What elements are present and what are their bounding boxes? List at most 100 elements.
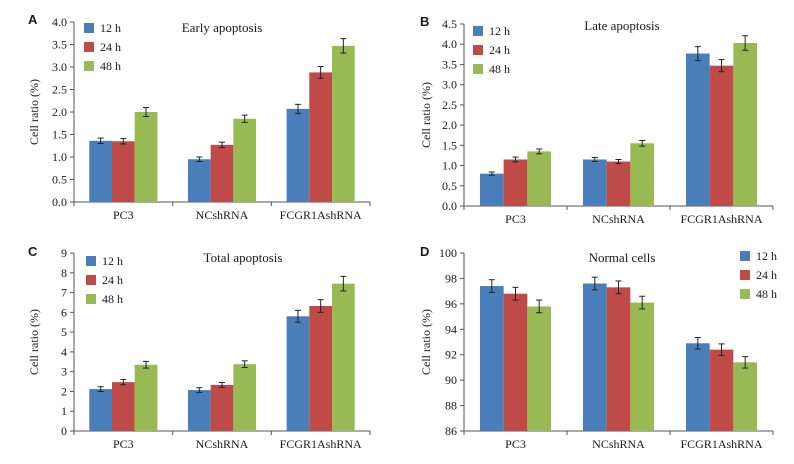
legend-swatch bbox=[740, 270, 750, 280]
bar bbox=[709, 349, 734, 431]
panel-letter: B bbox=[420, 14, 429, 29]
bar bbox=[630, 143, 655, 206]
bar bbox=[582, 159, 607, 206]
chart-title: Late apoptosis bbox=[584, 18, 659, 33]
legend-label: 48 h bbox=[102, 292, 123, 306]
y-tick-label: 100 bbox=[439, 246, 457, 260]
legend-label: 12 h bbox=[100, 21, 121, 35]
y-tick-label: 0.5 bbox=[52, 173, 67, 187]
legend-label: 12 h bbox=[102, 254, 123, 268]
y-tick-label: 2.0 bbox=[52, 105, 67, 119]
y-tick-label: 3.5 bbox=[52, 38, 67, 52]
bar bbox=[709, 65, 734, 206]
x-category-label: FCGR1AshRNA bbox=[280, 208, 362, 222]
legend-label: 48 h bbox=[756, 287, 777, 301]
y-tick-label: 88 bbox=[445, 399, 457, 413]
x-category-label: PC3 bbox=[505, 212, 526, 226]
y-axis-label: Cell ratio (%) bbox=[27, 309, 41, 375]
bar bbox=[733, 362, 758, 431]
bar bbox=[89, 389, 112, 431]
bar bbox=[309, 306, 333, 431]
bar bbox=[733, 43, 758, 207]
chart-title: Early apoptosis bbox=[182, 20, 263, 35]
legend-label: 12 h bbox=[489, 24, 510, 38]
bar bbox=[309, 72, 333, 203]
y-tick-label: 0.5 bbox=[442, 179, 457, 193]
bar bbox=[582, 283, 607, 431]
x-category-label: PC3 bbox=[113, 208, 134, 222]
y-tick-label: 4.5 bbox=[442, 17, 457, 31]
bar bbox=[111, 141, 135, 202]
y-tick-label: 86 bbox=[445, 424, 457, 438]
legend-label: 24 h bbox=[489, 43, 510, 57]
y-tick-label: 0.0 bbox=[442, 199, 457, 213]
y-tick-label: 4 bbox=[61, 345, 67, 359]
bar bbox=[527, 151, 552, 206]
y-tick-label: 1 bbox=[61, 404, 67, 418]
y-tick-label: 1.0 bbox=[442, 159, 457, 173]
y-tick-label: 96 bbox=[445, 297, 457, 311]
chart-title: Normal cells bbox=[589, 250, 656, 265]
legend-label: 48 h bbox=[100, 59, 121, 73]
legend-label: 24 h bbox=[102, 273, 123, 287]
bar bbox=[479, 286, 504, 431]
panel-D: D Normal cells Cell ratio (%) 86 88 90 92 94 96 9… bbox=[419, 244, 777, 451]
legend-swatch bbox=[84, 42, 94, 52]
bar bbox=[210, 384, 234, 431]
bar bbox=[286, 108, 310, 202]
legend-swatch bbox=[473, 45, 483, 55]
legend-swatch bbox=[473, 64, 483, 74]
legend-label: 48 h bbox=[489, 62, 510, 76]
legend-label: 12 h bbox=[756, 249, 777, 263]
bar bbox=[630, 302, 655, 431]
bar bbox=[685, 343, 710, 431]
legend-swatch bbox=[84, 23, 94, 33]
y-tick-label: 5 bbox=[61, 325, 67, 339]
panel-C: C Total apoptosis Cell ratio (%) 0 1 2 3 4 5 6 7 8 9… bbox=[27, 244, 371, 451]
y-tick-label: 3.0 bbox=[442, 78, 457, 92]
bar bbox=[503, 293, 528, 431]
bar bbox=[332, 283, 355, 431]
x-category-label: NCshRNA bbox=[592, 437, 645, 451]
legend-label: 24 h bbox=[100, 40, 121, 54]
panel-B: B Late apoptosis Cell ratio (%) 0.0 0.5 1.0 1.… bbox=[419, 14, 774, 226]
bar bbox=[503, 159, 528, 206]
y-tick-label: 8 bbox=[61, 266, 67, 280]
legend-swatch bbox=[473, 26, 483, 36]
panel-letter: A bbox=[28, 12, 38, 27]
y-tick-label: 3.0 bbox=[52, 60, 67, 74]
legend-swatch bbox=[86, 294, 96, 304]
x-category-label: FCGR1AshRNA bbox=[680, 212, 762, 226]
bar bbox=[210, 144, 234, 202]
legend-swatch bbox=[740, 289, 750, 299]
y-tick-label: 92 bbox=[445, 348, 457, 362]
bar bbox=[606, 161, 631, 206]
x-category-label: PC3 bbox=[505, 437, 526, 451]
y-tick-label: 94 bbox=[445, 322, 457, 336]
x-category-label: NCshRNA bbox=[196, 208, 249, 222]
chart-title: Total apoptosis bbox=[204, 250, 283, 265]
bar bbox=[527, 306, 552, 431]
panel-letter: C bbox=[28, 244, 38, 259]
y-tick-label: 98 bbox=[445, 271, 457, 285]
x-category-label: FCGR1AshRNA bbox=[680, 437, 762, 451]
y-tick-label: 3.5 bbox=[442, 57, 457, 71]
y-axis-label: Cell ratio (%) bbox=[27, 79, 41, 145]
legend-swatch bbox=[740, 251, 750, 261]
y-tick-label: 2.5 bbox=[442, 98, 457, 112]
panel-A: A Early apoptosis Cell ratio (%) 0.0 0.5 1.0 1… bbox=[27, 12, 371, 222]
y-tick-label: 1.5 bbox=[442, 138, 457, 152]
legend-swatch bbox=[86, 275, 96, 285]
y-tick-label: 4.0 bbox=[442, 37, 457, 51]
y-tick-label: 0 bbox=[61, 424, 67, 438]
bar bbox=[187, 390, 211, 431]
bar bbox=[233, 118, 257, 202]
legend-swatch bbox=[86, 256, 96, 266]
y-tick-label: 3 bbox=[61, 365, 67, 379]
bar bbox=[233, 364, 257, 431]
bar bbox=[685, 53, 710, 206]
y-tick-label: 1.5 bbox=[52, 128, 67, 142]
bar bbox=[134, 364, 158, 431]
y-tick-label: 1.0 bbox=[52, 150, 67, 164]
y-tick-label: 9 bbox=[61, 246, 67, 260]
